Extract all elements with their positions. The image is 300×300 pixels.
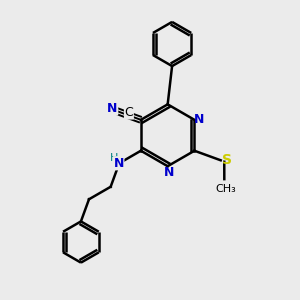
Text: N: N (164, 166, 174, 178)
Text: N: N (113, 157, 124, 170)
Text: N: N (107, 102, 118, 115)
Text: N: N (194, 113, 205, 126)
Text: S: S (222, 153, 232, 167)
Text: C: C (124, 106, 133, 119)
Text: H: H (110, 153, 118, 163)
Text: CH₃: CH₃ (215, 184, 236, 194)
